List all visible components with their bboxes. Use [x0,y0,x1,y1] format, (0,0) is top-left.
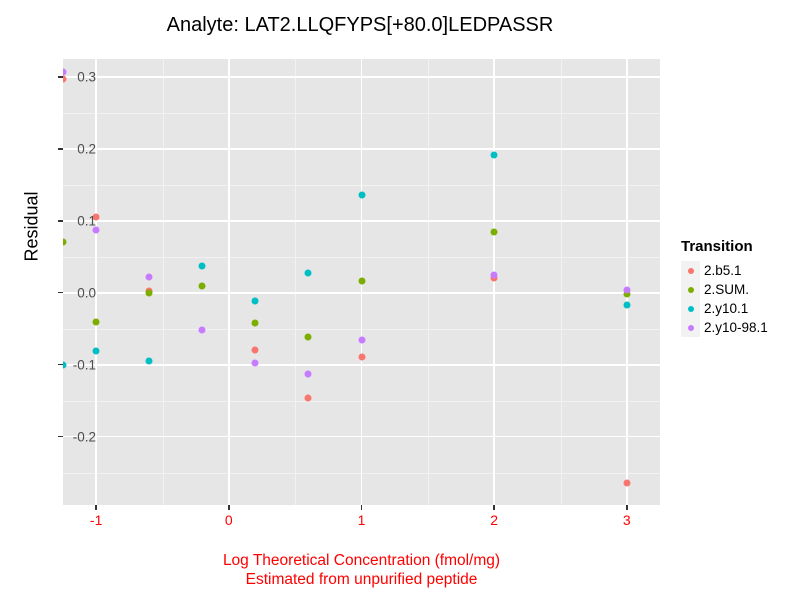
legend-dot-icon [687,305,694,312]
data-point [304,394,312,402]
gridline-minor-vertical [295,59,297,505]
data-point [623,301,631,309]
y-axis-tick-mark [58,148,63,150]
legend-dot-icon [687,267,694,274]
data-point [198,326,206,334]
x-axis-tick-mark [626,505,628,510]
gridline-major-horizontal [63,435,660,438]
x-axis-tick-label: 1 [357,512,366,528]
legend-dot-icon [687,324,694,331]
x-axis-title-line: Log Theoretical Concentration (fmol/mg) [222,552,501,569]
gridline-major-horizontal [63,363,660,366]
y-axis-tick-label: 0.1 [77,213,96,229]
data-point [63,238,67,246]
x-axis-tick-label: -1 [89,512,103,528]
data-point [623,286,631,294]
x-axis-tick-label: 0 [224,512,233,528]
legend-entries: 2.b5.1 2.SUM. 2.y10.1 2.y10-98.1 [681,261,768,337]
x-axis-title-line: Estimated from unpurified peptide [245,571,478,588]
data-point [63,75,67,83]
data-point [251,297,259,305]
gridline-major-horizontal [63,148,660,150]
legend: Transition 2.b5.1 2.SUM. 2.y10.1 2.y10-98.1 [681,238,768,337]
legend-item[interactable]: 2.SUM. [681,280,768,299]
y-axis-tick-mark [58,364,63,366]
data-point [490,228,498,236]
x-axis-tick-mark [95,505,97,510]
data-point [358,191,365,199]
legend-item[interactable]: 2.y10.1 [681,299,768,318]
data-point [490,151,498,159]
data-point [623,479,631,487]
legend-item-label: 2.SUM. [704,282,750,297]
legend-item-label: 2.y10.1 [704,301,749,316]
data-point [623,290,631,297]
legend-dot-icon [687,286,694,293]
y-axis-tick-mark [58,292,63,294]
data-point [145,357,153,365]
x-axis-tick-label: 3 [622,512,631,528]
y-axis-tick-label: 0.0 [77,285,96,301]
legend-key-swatch [681,280,700,299]
gridline-minor-vertical [162,59,164,505]
gridline-major-vertical [493,59,495,505]
legend-key-swatch [681,261,700,280]
data-point [304,269,312,277]
plot-panel [63,59,660,505]
x-axis-tick-label: 2 [490,512,499,528]
data-point [92,213,100,221]
data-point [358,336,365,344]
data-point [251,346,259,354]
data-point [490,274,498,282]
gridline-major-vertical [95,59,97,505]
data-point [251,319,259,327]
data-point [92,347,100,355]
gridline-major-vertical [626,59,628,505]
data-point [304,333,312,341]
legend-key-swatch [681,299,700,318]
y-axis-tick-label: -0.1 [72,357,96,373]
data-point [145,289,153,297]
y-axis-tick-mark [58,435,63,438]
y-axis-tick-label: 0.3 [77,69,96,85]
y-axis-tick-mark [58,76,63,78]
legend-item-label: 2.b5.1 [704,263,742,278]
y-axis-title: Residual [21,191,42,262]
y-axis-tick-label: 0.2 [77,141,96,157]
data-point [63,68,67,76]
x-axis-title: Log Theoretical Concentration (fmol/mg) E… [63,551,660,589]
data-point [251,359,259,367]
data-point [198,282,206,290]
gridline-major-horizontal [63,220,660,222]
data-point [304,370,312,378]
data-point [92,226,100,234]
y-axis-tick-mark [58,220,63,222]
legend-item-label: 2.y10-98.1 [704,320,768,335]
gridline-major-horizontal [63,291,660,294]
gridline-minor-vertical [427,59,429,505]
data-point [63,361,67,369]
page-title: Analyte: LAT2.LLQFYPS[+80.0]LEDPASSR [166,14,554,36]
legend-key-swatch [681,318,700,337]
gridline-major-horizontal [63,76,660,78]
legend-item[interactable]: 2.b5.1 [681,261,768,280]
data-point [145,273,153,281]
gridline-major-vertical [228,59,230,505]
data-point [490,271,498,279]
legend-title: Transition [681,238,753,255]
x-axis-tick-mark [493,505,495,510]
x-axis-tick-mark [360,505,363,510]
x-axis-tick-mark [228,505,230,510]
data-point [92,318,100,326]
data-point [198,262,206,270]
y-axis-tick-label: -0.2 [72,429,96,445]
data-point [358,353,365,361]
legend-item[interactable]: 2.y10-98.1 [681,318,768,337]
gridline-minor-vertical [560,59,562,505]
data-point [358,277,365,285]
